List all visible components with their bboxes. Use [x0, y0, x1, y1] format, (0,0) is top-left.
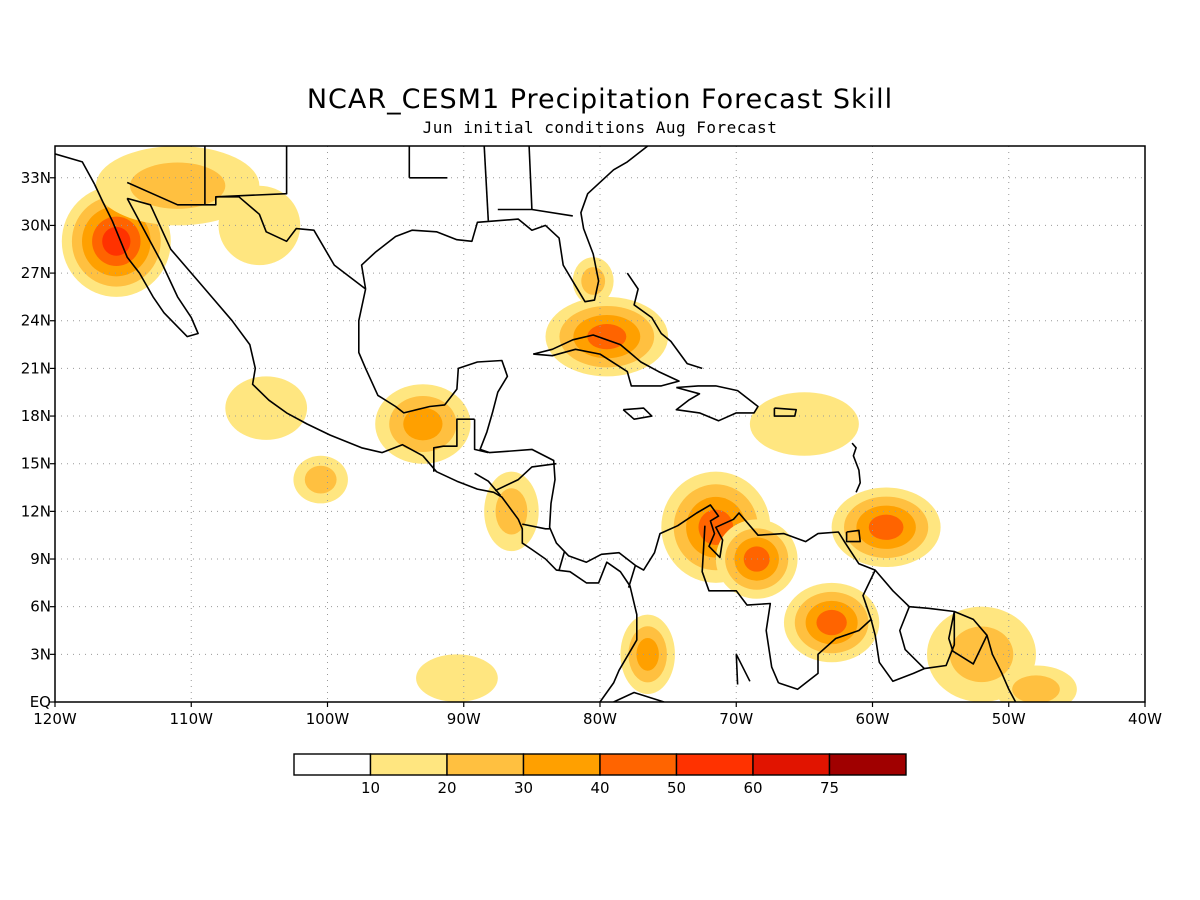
coastline-segment — [357, 288, 1017, 702]
coastline-segment — [360, 146, 649, 303]
coastline-segment — [735, 653, 751, 685]
colorbar-swatch — [752, 753, 831, 776]
colorbar-swatch — [293, 753, 372, 776]
lon-tick-label: 40W — [1128, 710, 1162, 728]
lat-tick-label: 33N — [21, 169, 51, 187]
colorbar-label: 10 — [361, 779, 380, 797]
coastline-segment — [473, 419, 489, 454]
lat-tick-label: 27N — [21, 264, 51, 282]
coastline-segment — [558, 550, 566, 571]
skill-region-guyana-highlands — [783, 582, 880, 663]
coastlines — [55, 146, 1017, 702]
lon-tick-label: 80W — [583, 710, 617, 728]
lon-tick-label: 50W — [992, 710, 1026, 728]
skill-region-cuba — [545, 296, 669, 377]
lon-tick-label: 110W — [170, 710, 214, 728]
coastline-segment — [497, 208, 573, 217]
lat-tick-label: 30N — [21, 216, 51, 234]
skill-region-southern-mexico — [375, 384, 471, 464]
colorbar-swatch — [446, 753, 525, 776]
skill-region-eastern-pacific — [293, 455, 348, 504]
axis-ticks: 120W 110W 100W 90W 80W 70W 60W 50W 40W EQ 3N 6N 9N 12… — [21, 169, 1162, 728]
colorbar-swatch — [599, 753, 678, 776]
skill-region-amazon-delta — [995, 665, 1077, 702]
lon-tick-label: 120W — [33, 710, 77, 728]
colorbar-label: 50 — [667, 779, 686, 797]
lat-tick-label: 24N — [21, 312, 51, 330]
lat-tick-label: 3N — [30, 645, 51, 663]
colorbar-label: 30 — [514, 779, 533, 797]
coastline-segment — [528, 146, 533, 210]
coastline-segment — [701, 525, 780, 684]
lon-tick-label: 90W — [447, 710, 481, 728]
colorbar-label: 20 — [437, 779, 456, 797]
lat-tick-label: 6N — [30, 598, 51, 616]
colorbar-label: 60 — [743, 779, 762, 797]
coastline-segment — [55, 153, 96, 185]
coastline-segment — [627, 565, 637, 588]
lat-tick-label: EQ — [30, 693, 51, 711]
skill-region-colombia — [620, 614, 675, 695]
lat-tick-label: 15N — [21, 455, 51, 473]
skill-region-western-mexico-coast — [225, 376, 308, 440]
lon-tick-label: 60W — [856, 710, 890, 728]
colorbar-label: 40 — [590, 779, 609, 797]
coastline-segment — [126, 181, 367, 290]
coastline-segment — [626, 272, 703, 370]
coastline-segment — [845, 529, 862, 543]
skill-region-venezuela-central — [715, 519, 798, 599]
skill-region-florida — [572, 257, 614, 305]
lon-tick-label: 100W — [306, 710, 350, 728]
colorbar-swatch — [675, 753, 754, 776]
colorbar-swatch — [828, 753, 907, 776]
coastline-segment — [947, 611, 988, 665]
coastline-segment — [533, 334, 680, 387]
page-title: NCAR_CESM1 Precipitation Forecast Skill — [306, 84, 894, 115]
skill-shading — [61, 146, 1077, 702]
colorbar-swatch — [369, 753, 448, 776]
coastline-segment — [494, 462, 557, 492]
coastline-segment — [870, 611, 956, 683]
coastline-segment — [773, 407, 798, 417]
colorbar-swatch — [522, 753, 601, 776]
skill-region-caribbean-north — [749, 392, 859, 456]
coastline-segment — [93, 183, 199, 338]
colorbar: 10 20 30 40 50 60 75 — [293, 753, 907, 797]
coastline-segment — [778, 569, 876, 691]
coastline-segment — [613, 691, 665, 702]
skill-region-trinidad-atlantic — [831, 487, 941, 567]
skill-region-northwest-mexico — [95, 146, 260, 226]
lat-tick-label: 12N — [21, 502, 51, 520]
coastline-segment — [898, 606, 925, 670]
coastline-segment — [215, 146, 288, 198]
coastline-segment — [675, 385, 759, 422]
skill-region-pacific-equatorial — [416, 654, 498, 702]
page-subtitle: Jun initial conditions Aug Forecast — [422, 118, 778, 137]
lat-tick-label: 9N — [30, 550, 51, 568]
coastline-segment — [432, 418, 475, 472]
coastline-segment — [126, 197, 638, 702]
lat-tick-label: 18N — [21, 407, 51, 425]
lat-tick-label: 21N — [21, 359, 51, 377]
coastline-segment — [622, 407, 653, 421]
coastline-segment — [522, 523, 550, 530]
coastline-segment — [483, 146, 490, 221]
lon-tick-label: 70W — [719, 710, 753, 728]
coastline-segment — [851, 442, 862, 493]
colorbar-label: 75 — [820, 779, 839, 797]
